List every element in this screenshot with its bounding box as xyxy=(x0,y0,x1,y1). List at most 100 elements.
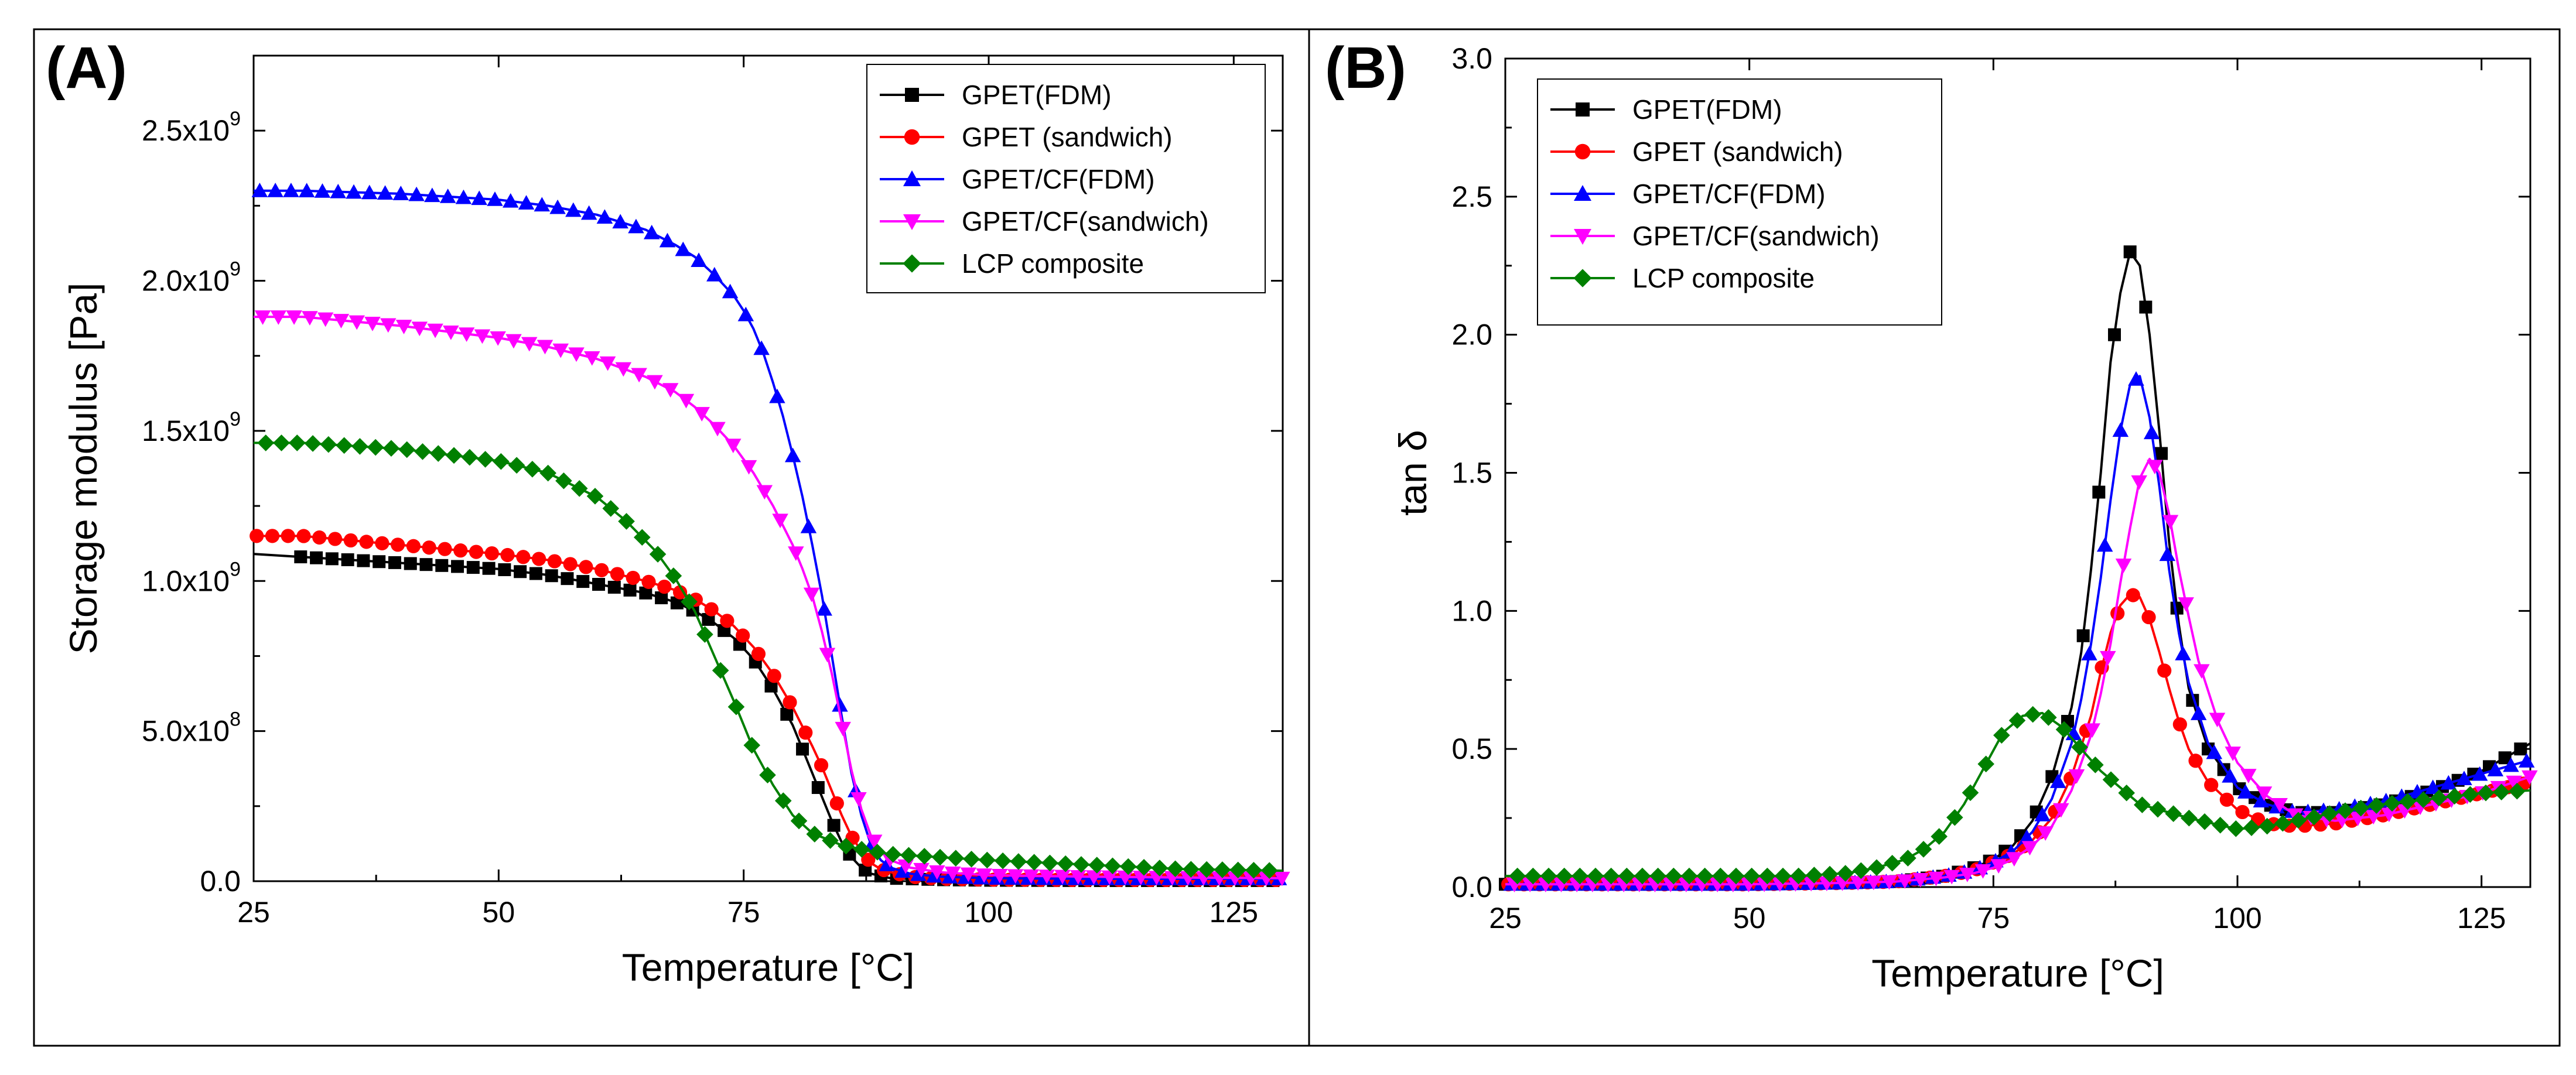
panel-a-point-gpet-cf-fdm xyxy=(298,183,315,197)
panel-b-x-tick-label: 50 xyxy=(1733,902,1766,934)
panel-a-point-lcp-composite xyxy=(774,792,792,809)
panel-b-point-gpet-cf-sandwich xyxy=(2240,769,2257,783)
panel-b-point-lcp-composite xyxy=(2305,808,2322,826)
panel-a-plot-frame xyxy=(252,54,1284,882)
panel-b-point-lcp-composite xyxy=(1696,867,1713,885)
panel-b-point-lcp-composite xyxy=(1571,867,1588,885)
panel-b-point-lcp-composite xyxy=(1587,867,1604,885)
panel-b-point-lcp-composite xyxy=(1806,867,1823,884)
panel-b-point-gpet-sandwich xyxy=(2235,804,2250,820)
panel-b-point-gpet-cf-sandwich xyxy=(2068,769,2085,784)
panel-b-point-lcp-composite xyxy=(2336,802,2354,820)
panel-b-point-gpet-cf-sandwich xyxy=(2365,810,2382,825)
panel-a-point-gpet-sandwich xyxy=(422,540,436,555)
panel-a-point-gpet-sandwich xyxy=(704,602,719,617)
panel-b-point-gpet-cf-sandwich xyxy=(1866,875,1882,891)
panel-b-point-gpet-cf-sandwich xyxy=(2115,559,2132,573)
panel-a-point-lcp-composite xyxy=(602,500,620,517)
panel-a-y-tick-mantissa: 5.0x10 xyxy=(142,715,230,748)
panel-b-point-lcp-composite xyxy=(2383,795,2401,812)
panel-a-point-gpet-cf-sandwich xyxy=(976,868,992,884)
panel-a-point-gpet-cf-sandwich xyxy=(615,362,632,377)
panel-a-y-tick-mantissa: 2.0x10 xyxy=(142,265,230,297)
panel-a-legend-marker xyxy=(903,254,921,273)
panel-a-point-gpet-sandwich xyxy=(814,758,829,773)
panel-a-point-gpet-cf-fdm xyxy=(330,183,346,198)
panel-a-point-gpet-sandwich xyxy=(375,536,390,550)
panel-a-y-tick-label: 2.0x109 xyxy=(142,258,241,297)
panel-b-point-lcp-composite xyxy=(2493,783,2510,801)
panel-a-point-lcp-composite xyxy=(696,626,713,643)
panel-a-point-gpet-cf-sandwich xyxy=(693,407,710,422)
panel-a-y-tick-label: 1.5x109 xyxy=(142,408,241,447)
panel-a-point-gpet-sandwich xyxy=(798,725,813,740)
panel-b-point-gpet-cf-sandwich xyxy=(2053,803,2069,818)
panel-a-point-gpet-sandwich xyxy=(312,530,327,545)
panel-a-point-gpet-sandwich xyxy=(438,542,452,556)
panel-b-point-gpet-fdm xyxy=(2498,751,2512,765)
panel-a-point-gpet-sandwich xyxy=(751,646,766,661)
panel-b-legend-label: GPET (sandwich) xyxy=(1632,136,1843,167)
panel-b-point-lcp-composite xyxy=(2368,797,2385,814)
panel-a-point-gpet-cf-sandwich xyxy=(584,351,600,366)
panel-a-point-gpet-fdm xyxy=(388,556,401,569)
panel-b-point-lcp-composite xyxy=(2165,805,2182,823)
panel-a-point-gpet-cf-sandwich xyxy=(1101,870,1118,885)
panel-a-point-lcp-composite xyxy=(429,445,447,462)
panel-a-point-lcp-composite xyxy=(822,832,839,849)
panel-b-point-lcp-composite xyxy=(1540,867,1557,885)
panel-b-point-gpet-cf-sandwich xyxy=(1990,859,2007,874)
panel-b-point-gpet-cf-fdm xyxy=(2440,775,2457,790)
panel-a-point-gpet-fdm xyxy=(811,781,825,795)
panel-a-point-lcp-composite xyxy=(477,451,494,468)
panel-b-point-gpet-sandwich xyxy=(2110,606,2125,621)
panel-b-point-lcp-composite xyxy=(2430,789,2448,807)
panel-b-point-gpet-cf-sandwich xyxy=(2522,770,2538,785)
panel-a-point-gpet-fdm xyxy=(341,553,354,566)
panel-b-x-tick-label: 25 xyxy=(1489,902,1522,934)
panel-a-point-gpet-cf-sandwich xyxy=(850,792,867,807)
panel-a-point-gpet-cf-sandwich xyxy=(631,368,647,383)
panel-a-x-tick-label: 50 xyxy=(483,896,515,929)
panel-a-point-gpet-cf-sandwich xyxy=(772,513,788,529)
panel-b-point-gpet-cf-sandwich xyxy=(1850,876,1866,891)
panel-a-point-gpet-cf-sandwich xyxy=(1007,869,1024,884)
panel-a-legend: GPET(FDM) GPET (sandwich) GPET/CF(FDM) GPET… xyxy=(866,64,1266,293)
panel-a-point-gpet-cf-fdm xyxy=(612,214,628,229)
panel-b-point-gpet-fdm xyxy=(2514,742,2527,756)
panel-a-point-gpet-cf-sandwich xyxy=(992,869,1008,884)
panel-a-point-gpet-cf-sandwich xyxy=(913,862,930,878)
panel-a-point-gpet-cf-sandwich xyxy=(1274,871,1290,886)
panel-a-point-gpet-cf-fdm xyxy=(722,283,739,299)
panel-a-y-tick-mantissa: 1.5x10 xyxy=(142,415,230,447)
panel-a-point-gpet-fdm xyxy=(419,558,433,571)
panel-a-point-gpet-fdm xyxy=(373,555,386,569)
panel-a-point-gpet-sandwich xyxy=(783,695,797,710)
panel-b-y-axis-label: tan δ xyxy=(1391,430,1434,516)
panel-a-point-lcp-composite xyxy=(508,457,525,474)
panel-a-point-gpet-sandwich xyxy=(829,796,844,811)
panel-a-point-gpet-fdm xyxy=(796,742,809,756)
panel-b-legend-item-lcp-composite: LCP composite xyxy=(1550,263,1815,293)
panel-a-point-lcp-composite xyxy=(539,464,556,482)
panel-a-point-gpet-sandwich xyxy=(281,529,295,543)
panel-b-point-lcp-composite xyxy=(1915,841,1932,858)
panel-a-point-lcp-composite xyxy=(884,845,901,863)
panel-a-point-lcp-composite xyxy=(853,841,870,858)
panel-b-point-lcp-composite xyxy=(2477,784,2495,802)
panel-a-point-gpet-fdm xyxy=(639,586,652,600)
panel-b-point-gpet-cf-fdm xyxy=(2518,753,2535,768)
panel-a-point-gpet-cf-fdm xyxy=(471,190,487,206)
panel-a-legend-marker xyxy=(905,88,919,102)
panel-a-point-lcp-composite xyxy=(618,513,635,530)
figure-border xyxy=(33,28,2561,1047)
panel-a-point-lcp-composite xyxy=(336,437,353,454)
panel-a-point-gpet-cf-sandwich xyxy=(474,329,491,344)
panel-b-point-gpet-cf-fdm xyxy=(2081,646,2097,660)
panel-b-point-gpet-cf-fdm xyxy=(2424,779,2441,795)
panel-b-point-lcp-composite xyxy=(1931,828,1948,845)
panel-a-point-gpet-cf-sandwich xyxy=(835,721,851,737)
panel-b-point-lcp-composite xyxy=(2509,782,2526,800)
panel-a-point-gpet-cf-sandwich xyxy=(270,310,287,325)
